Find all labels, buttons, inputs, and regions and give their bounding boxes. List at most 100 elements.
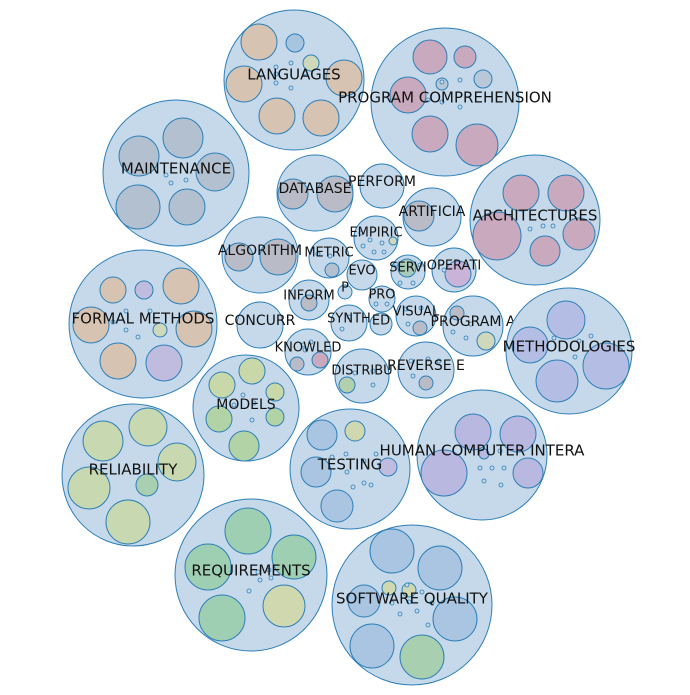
cluster-ed[interactable]: ED (369, 312, 393, 336)
cluster-formal-methods[interactable]: FORMAL METHODS (68, 249, 218, 399)
sub-bubble-architectures-0 (502, 174, 540, 212)
sub-bubble-program-comprehension-6 (473, 69, 493, 89)
tiny-bubble-program-a-2 (463, 335, 469, 341)
tiny-bubble-software-quality-6 (429, 600, 435, 606)
tiny-bubble-human-computer-intera-2 (501, 465, 507, 471)
tiny-bubble-testing-1 (361, 458, 367, 464)
sub-bubble-maintenance-3 (115, 184, 161, 230)
cluster-p[interactable]: P (337, 281, 353, 300)
tiny-bubble-visual-0 (403, 306, 409, 312)
tiny-bubble-formal-methods-2 (135, 334, 141, 340)
cluster-evo[interactable]: EVO (346, 259, 378, 291)
cluster-reliability[interactable]: RELIABILITY (61, 403, 205, 547)
cluster-label-algorithm: ALGORITHM (218, 243, 302, 259)
tiny-bubble-human-computer-intera-5 (477, 465, 483, 471)
cluster-visual[interactable]: VISUAL (393, 295, 440, 337)
sub-bubble-methodologies-1 (511, 326, 549, 364)
tiny-bubble-languages-0 (273, 64, 279, 70)
cluster-models[interactable]: MODELS (192, 354, 300, 462)
cluster-label-metric: METRIC (304, 246, 353, 261)
cluster-bubble-perform[interactable] (359, 163, 405, 209)
cluster-program-comprehension[interactable]: PROGRAM COMPREHENSION (338, 27, 552, 177)
sub-bubble-testing-4 (378, 457, 398, 477)
tiny-bubble-architectures-1 (540, 223, 546, 229)
cluster-pro[interactable]: PRO (368, 285, 396, 313)
cluster-label-languages: LANGUAGES (247, 66, 340, 84)
cluster-requirements[interactable]: REQUIREMENTS (174, 498, 328, 652)
cluster-artificia[interactable]: ARTIFICIA (399, 187, 466, 247)
cluster-distribu[interactable]: DISTRIBU (331, 348, 393, 404)
tiny-bubble-operati-0 (441, 267, 447, 273)
sub-bubble-software-quality-5 (399, 634, 445, 680)
sub-bubble-formal-methods-2 (72, 306, 110, 344)
cluster-languages[interactable]: LANGUAGES (223, 9, 365, 151)
sub-bubble-testing-2 (320, 489, 354, 523)
cluster-metric[interactable]: METRIC (304, 237, 354, 279)
sub-bubble-languages-5 (285, 33, 305, 53)
tiny-bubble-reverse-e-3 (436, 358, 442, 364)
sub-bubble-artificia-0 (403, 200, 435, 232)
tiny-bubble-software-quality-5 (389, 600, 395, 606)
tiny-bubble-visual-2 (405, 321, 411, 327)
tiny-bubble-maintenance-2 (163, 172, 169, 178)
cluster-testing[interactable]: TESTING (289, 408, 411, 530)
cluster-bubble-empiric[interactable] (353, 215, 399, 261)
sub-bubble-architectures-2 (472, 211, 522, 261)
sub-bubble-database-0 (277, 178, 309, 210)
cluster-label-testing: TESTING (317, 456, 383, 474)
tiny-bubble-distribu-2 (370, 382, 376, 388)
cluster-servi[interactable]: SERVI (389, 254, 427, 290)
cluster-label-pro: PRO (368, 288, 395, 303)
cluster-bubble-synth[interactable] (330, 304, 368, 342)
cluster-knowled[interactable]: KNOWLED (275, 328, 342, 376)
tiny-bubble-architectures-2 (550, 223, 556, 229)
sub-bubble-architectures-4 (562, 217, 596, 251)
cluster-bubble-ed[interactable] (369, 312, 393, 336)
sub-bubble-models-4 (265, 407, 285, 427)
tiny-bubble-human-computer-intera-3 (481, 478, 487, 484)
tiny-bubble-languages-3 (288, 85, 294, 91)
sub-bubble-visual-0 (412, 320, 428, 336)
cluster-concurr[interactable]: CONCURR (225, 301, 296, 349)
cluster-inform[interactable]: INFORM (283, 279, 335, 321)
cluster-maintenance[interactable]: MAINTENANCE (102, 99, 250, 247)
cluster-database[interactable]: DATABASE (276, 154, 354, 232)
cluster-bubble-evo[interactable] (346, 259, 378, 291)
cluster-label-program-comprehension: PROGRAM COMPREHENSION (338, 89, 552, 107)
cluster-reverse-e[interactable]: REVERSE E (387, 341, 465, 399)
tiny-bubble-formal-methods-3 (147, 308, 153, 314)
cluster-human-computer-intera[interactable]: HUMAN COMPUTER INTERA (380, 389, 586, 521)
tiny-bubble-servi-0 (393, 261, 399, 267)
cluster-perform[interactable]: PERFORM (348, 163, 416, 209)
sub-bubble-maintenance-0 (162, 117, 204, 159)
tiny-bubble-maintenance-0 (168, 180, 174, 186)
cluster-bubble-concurr[interactable] (236, 301, 284, 349)
tiny-bubble-testing-5 (373, 451, 379, 457)
tiny-bubble-requirements-2 (257, 577, 263, 583)
sub-bubble-program-comprehension-3 (411, 115, 449, 153)
tiny-bubble-testing-0 (343, 451, 349, 457)
tiny-bubble-distribu-0 (352, 370, 358, 376)
cluster-synth[interactable]: SYNTH (327, 304, 371, 342)
sub-bubble-operati-0 (444, 260, 472, 288)
sub-bubble-reliability-1 (128, 407, 168, 447)
cluster-software-quality[interactable]: SOFTWARE QUALITY (331, 524, 493, 686)
tiny-bubble-empiric-4 (381, 249, 387, 255)
cluster-operati[interactable]: OPERATI (427, 247, 481, 293)
cluster-empiric[interactable]: EMPIRIC (349, 215, 403, 261)
cluster-architectures[interactable]: ARCHITECTURES (469, 154, 601, 286)
cluster-label-distribu: DISTRIBU (331, 364, 392, 379)
sub-bubble-software-quality-0 (369, 528, 415, 574)
sub-bubble-models-0 (208, 371, 236, 399)
tiny-bubble-methodologies-2 (572, 354, 578, 360)
cluster-methodologies[interactable]: METHODOLOGIES (503, 287, 636, 415)
sub-bubble-reliability-2 (157, 442, 197, 482)
cluster-bubble-p[interactable] (337, 284, 353, 300)
cluster-program-a[interactable]: PROGRAM A (431, 295, 516, 357)
tiny-bubble-models-0 (251, 400, 257, 406)
tiny-bubble-formal-methods-4 (110, 319, 116, 325)
cluster-bubble-reverse-e[interactable] (397, 341, 455, 399)
cluster-algorithm[interactable]: ALGORITHM (218, 216, 302, 294)
sub-bubble-program-comprehension-2 (389, 76, 427, 114)
